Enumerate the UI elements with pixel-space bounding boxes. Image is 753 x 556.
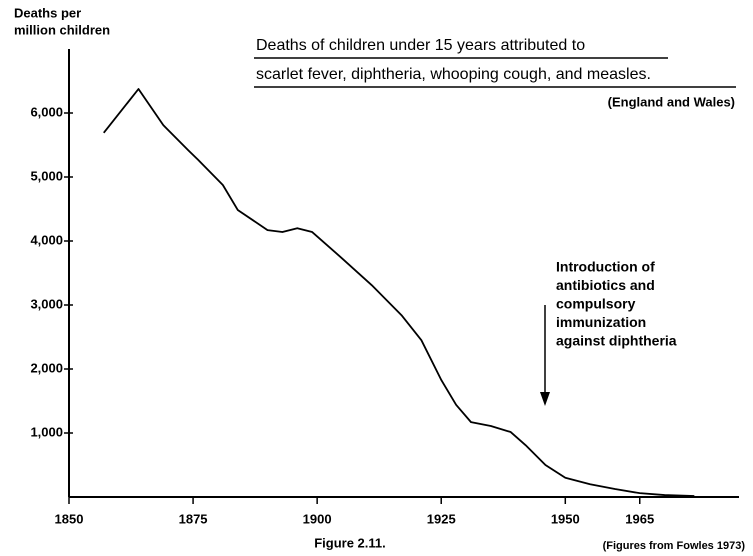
source: (Figures from Fowles 1973) <box>603 540 746 552</box>
y-axis-label: million children <box>14 22 110 37</box>
y-tick-label: 5,000 <box>30 168 63 183</box>
y-tick-label: 6,000 <box>30 104 63 119</box>
x-tick-label: 1900 <box>303 511 332 526</box>
x-tick-label: 1850 <box>55 511 84 526</box>
y-tick-label: 3,000 <box>30 296 63 311</box>
annotation: immunization <box>556 314 646 330</box>
x-tick-label: 1875 <box>179 511 208 526</box>
data-line <box>103 88 695 497</box>
chart-title: scarlet fever, diphtheria, whooping coug… <box>256 66 651 83</box>
chart-title: Deaths of children under 15 years attrib… <box>256 37 585 54</box>
x-tick-label: 1965 <box>625 511 654 526</box>
annotation: compulsory <box>556 296 636 312</box>
annotation: Introduction of <box>556 259 655 275</box>
x-tick-label: 1950 <box>551 511 580 526</box>
caption: Figure 2.11. <box>314 535 386 550</box>
y-tick-label: 2,000 <box>30 360 63 375</box>
x-tick-label: 1925 <box>427 511 456 526</box>
annotation: against diphtheria <box>556 333 677 349</box>
annotation: antibiotics and <box>556 277 655 293</box>
y-axis-label: Deaths per <box>14 5 81 20</box>
y-tick-label: 1,000 <box>30 424 63 439</box>
chart-subtitle: (England and Wales) <box>608 94 735 109</box>
annotation-arrowhead <box>540 392 550 406</box>
y-tick-label: 4,000 <box>30 232 63 247</box>
